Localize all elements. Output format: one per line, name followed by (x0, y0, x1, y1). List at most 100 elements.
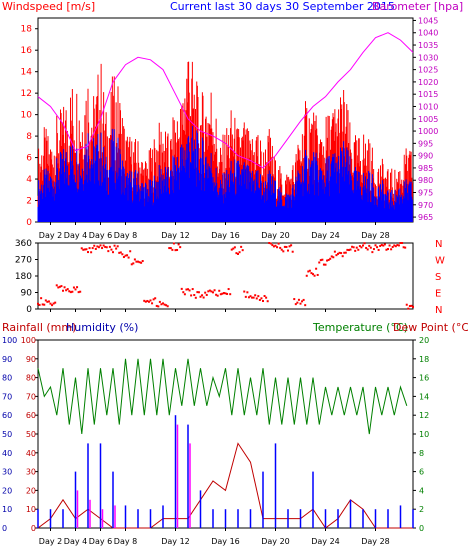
rain-y-tick-label: 30 (2, 468, 12, 477)
direction-point (96, 245, 99, 248)
direction-point (276, 246, 279, 249)
direction-point (51, 304, 54, 307)
direction-point (147, 300, 150, 303)
direction-point (149, 299, 152, 302)
direction-point (127, 256, 130, 259)
rain-y-tick-label: 20 (2, 486, 12, 495)
direction-point (140, 261, 143, 264)
direction-point (227, 288, 230, 291)
direction-point (197, 291, 200, 294)
direction-point (401, 242, 404, 244)
direction-point (193, 294, 196, 297)
direction-point (247, 296, 250, 299)
direction-point (357, 248, 360, 251)
direction-point (302, 298, 305, 301)
hum-y-tick-label: 80 (26, 374, 36, 383)
direction-point (324, 263, 327, 266)
direction-point (212, 291, 214, 294)
direction-point (112, 251, 114, 254)
baro-y-tick-label: 1045 (418, 16, 438, 25)
direction-point (199, 295, 202, 298)
baro-y-tick-label: 1015 (418, 90, 438, 99)
direction-point (162, 302, 164, 305)
direction-point (249, 295, 252, 298)
direction-point (113, 244, 116, 247)
direction-point (344, 251, 347, 254)
humidity-axis-title: Humidity (%) (66, 321, 138, 334)
wind-y-tick-label: 12 (21, 89, 32, 99)
direction-point (380, 243, 383, 246)
direction-point (130, 263, 133, 266)
direction-point (107, 250, 110, 253)
direction-point (271, 244, 274, 247)
wind-x-tick-label: Day 16 (211, 231, 240, 240)
direction-point (305, 274, 308, 277)
direction-point (191, 288, 194, 291)
direction-point (252, 296, 255, 299)
direction-point (399, 242, 402, 244)
baro-y-tick-label: 965 (418, 213, 433, 222)
baro-y-tick-label: 980 (418, 176, 433, 185)
dir-compass-label: W (435, 256, 445, 267)
rain-y-tick-label: 40 (2, 449, 12, 458)
direction-point (58, 285, 61, 288)
temperature-axis-title: Temperature (°C) (312, 321, 408, 334)
temperature-line (37, 358, 408, 435)
direction-point (151, 302, 154, 305)
temp-y-tick-label: 8 (419, 449, 424, 458)
direction-point (177, 243, 180, 246)
lower-x-tick-label: Day 28 (361, 537, 390, 546)
wind-y-tick-label: 14 (21, 68, 33, 78)
direction-point (349, 248, 352, 251)
direction-point (63, 286, 66, 289)
direction-point (394, 245, 397, 248)
direction-point (391, 245, 394, 248)
wind-x-tick-label: Day 12 (161, 231, 190, 240)
direction-point (360, 246, 363, 249)
direction-point (327, 258, 330, 261)
direction-point (387, 248, 389, 251)
wind-x-tick-label: Day 8 (114, 231, 137, 240)
direction-point (101, 247, 104, 250)
direction-point (277, 242, 280, 245)
direction-point (138, 261, 141, 264)
direction-point (410, 304, 413, 307)
wind-y-tick-label: 8 (26, 132, 32, 142)
direction-point (133, 258, 136, 261)
direction-point (318, 261, 321, 264)
direction-point (60, 285, 63, 288)
direction-point (168, 247, 171, 250)
baro-y-tick-label: 1035 (418, 41, 438, 50)
wind-y-tick-label: 0 (26, 218, 32, 228)
rain-y-tick-label: 100 (2, 336, 17, 345)
direction-point (182, 291, 185, 294)
direction-point (269, 242, 272, 245)
direction-point (194, 296, 197, 299)
direction-point (40, 297, 43, 300)
direction-point (41, 303, 44, 306)
direction-point (146, 299, 149, 302)
direction-point (358, 245, 361, 248)
direction-point (291, 250, 294, 253)
direction-point (119, 251, 122, 254)
direction-point (379, 244, 382, 247)
direction-point (49, 302, 52, 305)
direction-point (215, 293, 218, 296)
rain-y-tick-label: 90 (2, 355, 12, 364)
wind-x-tick-label: Day 6 (89, 231, 112, 240)
direction-point (55, 284, 58, 287)
direction-point (405, 303, 408, 306)
direction-point (412, 305, 414, 308)
direction-point (340, 252, 343, 255)
direction-point (160, 303, 163, 306)
direction-point (210, 290, 213, 293)
direction-point (335, 254, 338, 257)
direction-point (137, 260, 139, 263)
dir-compass-label: S (435, 272, 441, 283)
direction-point (208, 289, 211, 292)
direction-point (157, 305, 160, 308)
direction-point (319, 259, 322, 262)
direction-point (338, 251, 341, 254)
barometer-line (37, 32, 414, 169)
